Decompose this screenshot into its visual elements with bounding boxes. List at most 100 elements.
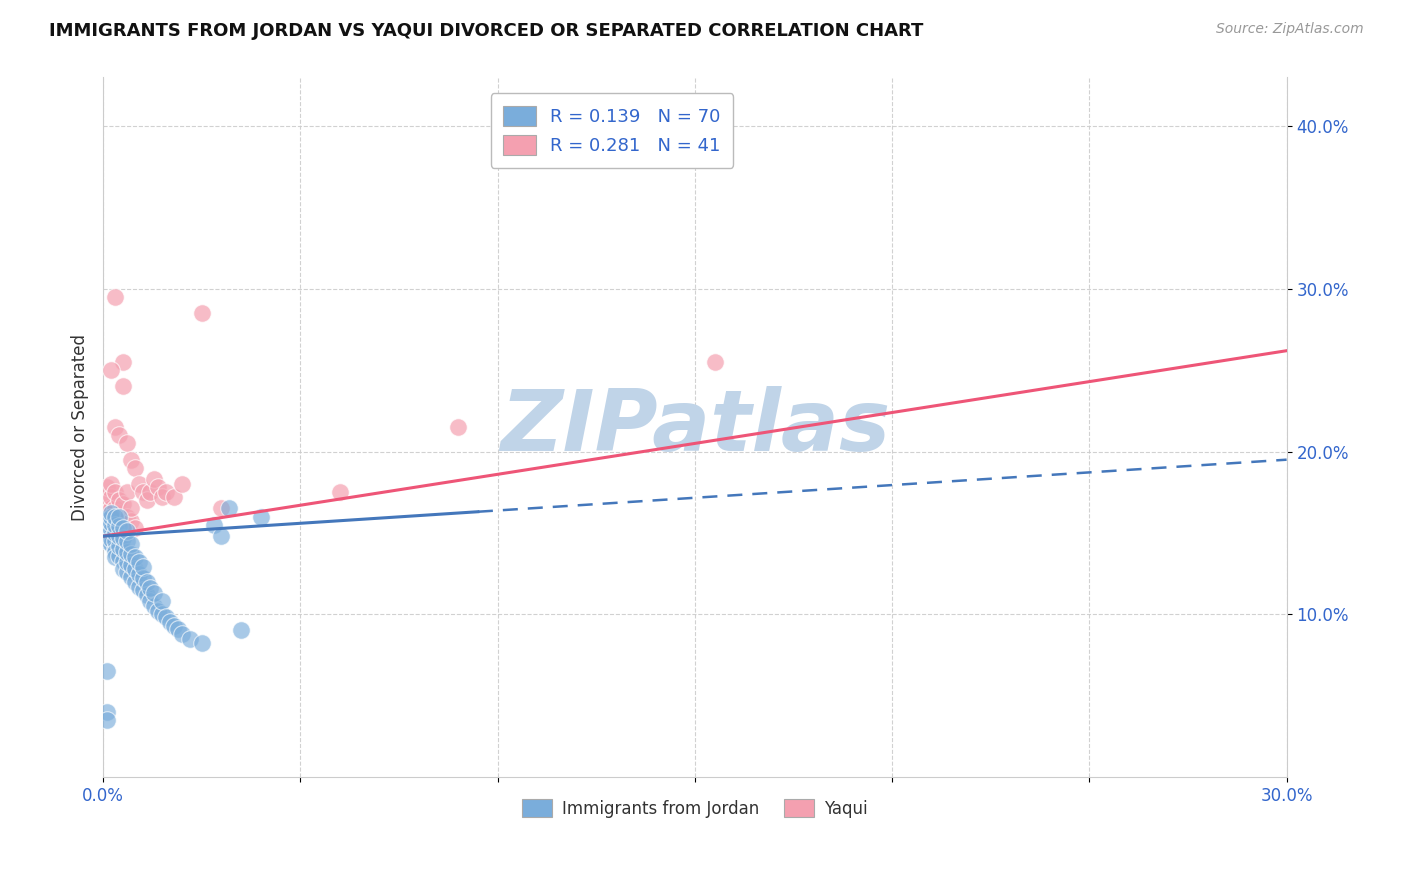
Point (148, 480, 170, 494)
Point (159, 615, 181, 630)
Point (108, 549, 131, 563)
Point (131, 582, 153, 597)
Point (111, 497, 134, 511)
Point (100, 537, 122, 551)
Point (96, 525, 118, 540)
Point (111, 521, 134, 535)
Point (167, 622, 190, 636)
Point (139, 581, 162, 595)
Point (120, 547, 142, 561)
Point (108, 539, 131, 553)
Point (111, 562, 134, 576)
Point (120, 452, 142, 467)
Point (115, 485, 138, 500)
Point (115, 509, 138, 524)
Point (190, 636, 212, 650)
Point (179, 632, 201, 646)
Point (96, 513, 118, 527)
Point (108, 519, 131, 533)
Point (111, 379, 134, 393)
Point (100, 363, 122, 377)
Point (128, 477, 150, 491)
Point (128, 580, 150, 594)
Point (115, 545, 138, 559)
Point (120, 558, 142, 573)
Point (108, 509, 131, 524)
Point (100, 490, 122, 504)
Point (96, 664, 118, 678)
Point (96, 705, 118, 719)
Point (96, 534, 118, 549)
Point (100, 477, 122, 491)
Point (104, 550, 127, 565)
Point (150, 490, 173, 504)
Point (104, 517, 127, 532)
Point (128, 566, 150, 581)
Point (96, 505, 118, 519)
Point (143, 472, 166, 486)
Point (150, 594, 173, 608)
Point (131, 571, 153, 585)
Point (96, 713, 118, 727)
Point (139, 485, 162, 500)
Point (148, 604, 170, 618)
Point (115, 565, 138, 579)
Point (111, 531, 134, 545)
Point (131, 560, 153, 574)
Point (218, 501, 240, 516)
Point (115, 524, 138, 539)
Point (120, 537, 142, 551)
Point (96, 517, 118, 532)
Point (108, 428, 131, 442)
Point (329, 485, 352, 500)
Point (143, 599, 166, 613)
Point (104, 542, 127, 557)
Point (139, 594, 162, 608)
Point (100, 533, 122, 547)
Point (135, 493, 157, 508)
Point (131, 485, 153, 500)
Point (703, 355, 725, 369)
Point (124, 460, 146, 475)
Point (115, 555, 138, 569)
Point (124, 521, 146, 535)
Point (104, 525, 127, 540)
Point (100, 501, 122, 516)
Point (447, 420, 470, 434)
Point (135, 574, 157, 589)
Point (100, 507, 122, 521)
Point (170, 626, 193, 640)
Point (124, 562, 146, 576)
Point (100, 516, 122, 530)
Point (104, 485, 127, 500)
Point (124, 550, 146, 565)
Point (211, 529, 233, 543)
Point (111, 355, 134, 369)
Point (135, 588, 157, 602)
Point (108, 493, 131, 508)
Text: ZIPatlas: ZIPatlas (499, 385, 890, 468)
Point (104, 534, 127, 549)
Point (163, 618, 186, 632)
Point (143, 586, 166, 600)
Point (100, 509, 122, 524)
Point (150, 607, 173, 622)
Point (128, 555, 150, 569)
Point (170, 477, 193, 491)
Legend: Immigrants from Jordan, Yaqui: Immigrants from Jordan, Yaqui (515, 792, 875, 824)
Point (104, 420, 127, 434)
Point (96, 493, 118, 508)
Y-axis label: Divorced or Separated: Divorced or Separated (72, 334, 89, 521)
Point (104, 501, 127, 516)
Text: Source: ZipAtlas.com: Source: ZipAtlas.com (1216, 22, 1364, 37)
Point (163, 490, 186, 504)
Point (104, 509, 127, 524)
Point (120, 515, 142, 529)
Point (115, 534, 138, 549)
Point (190, 306, 212, 320)
Point (111, 542, 134, 557)
Point (104, 545, 127, 559)
Text: IMMIGRANTS FROM JORDAN VS YAQUI DIVORCED OR SEPARATED CORRELATION CHART: IMMIGRANTS FROM JORDAN VS YAQUI DIVORCED… (49, 22, 924, 40)
Point (124, 574, 146, 589)
Point (115, 436, 138, 450)
